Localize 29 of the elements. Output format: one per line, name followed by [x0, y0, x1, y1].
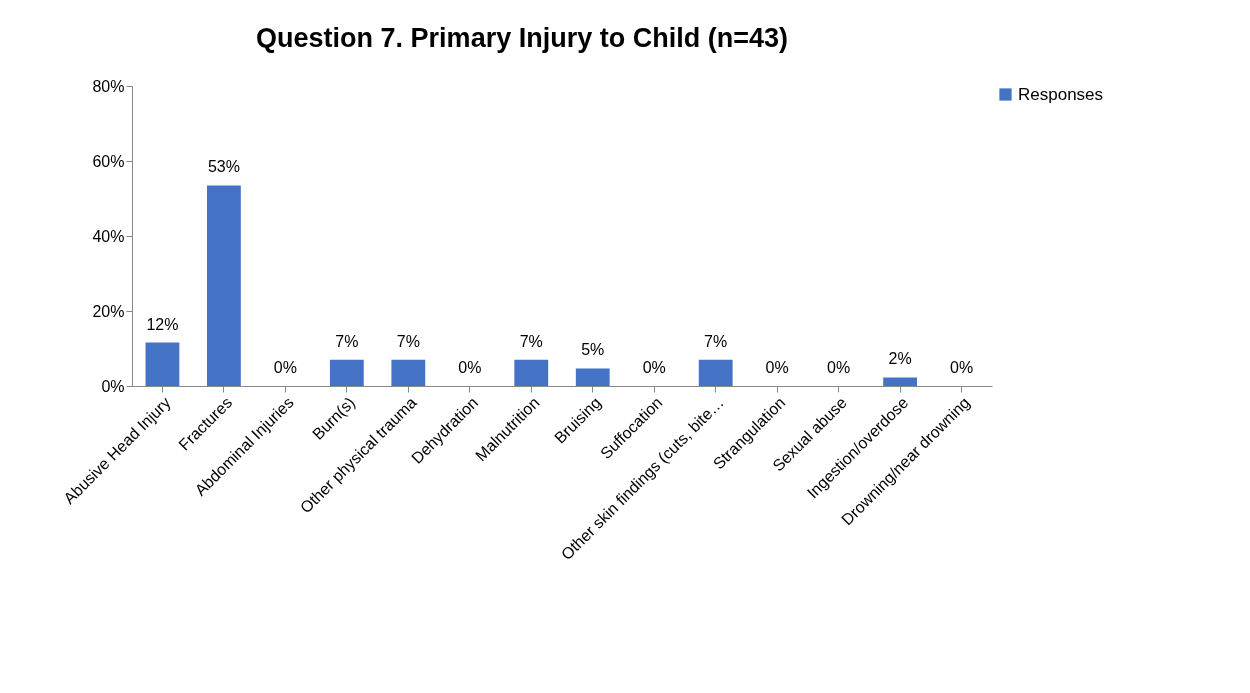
- y-tick-label: 80%: [92, 77, 125, 95]
- bar: [329, 359, 364, 386]
- bar: [207, 185, 241, 386]
- data-label: 5%: [581, 341, 605, 359]
- data-label: 2%: [888, 350, 912, 368]
- bar: [391, 359, 426, 386]
- bar: [145, 342, 180, 386]
- data-label: 0%: [273, 359, 297, 376]
- data-label: 0%: [765, 359, 789, 376]
- y-tick-label: 60%: [92, 152, 125, 170]
- y-tick-label: 40%: [92, 227, 125, 245]
- bar: [698, 359, 733, 386]
- data-label: 7%: [704, 332, 728, 350]
- data-label: 0%: [642, 359, 666, 376]
- data-label: 7%: [335, 332, 359, 350]
- data-label: 0%: [950, 359, 974, 376]
- data-label: 7%: [519, 332, 543, 350]
- y-tick-label: 0%: [101, 377, 125, 395]
- chart-title: Question 7. Primary Injury to Child (n=43): [256, 23, 788, 53]
- data-label: 0%: [827, 359, 851, 376]
- data-label: 53%: [207, 158, 240, 176]
- data-label: 7%: [396, 332, 420, 350]
- data-label: 12%: [146, 315, 179, 333]
- data-label: 0%: [458, 359, 482, 376]
- bar: [575, 368, 610, 386]
- bar: [883, 377, 917, 386]
- legend-label: Responses: [1018, 84, 1104, 104]
- bar: [514, 359, 549, 386]
- y-tick-label: 20%: [92, 302, 125, 320]
